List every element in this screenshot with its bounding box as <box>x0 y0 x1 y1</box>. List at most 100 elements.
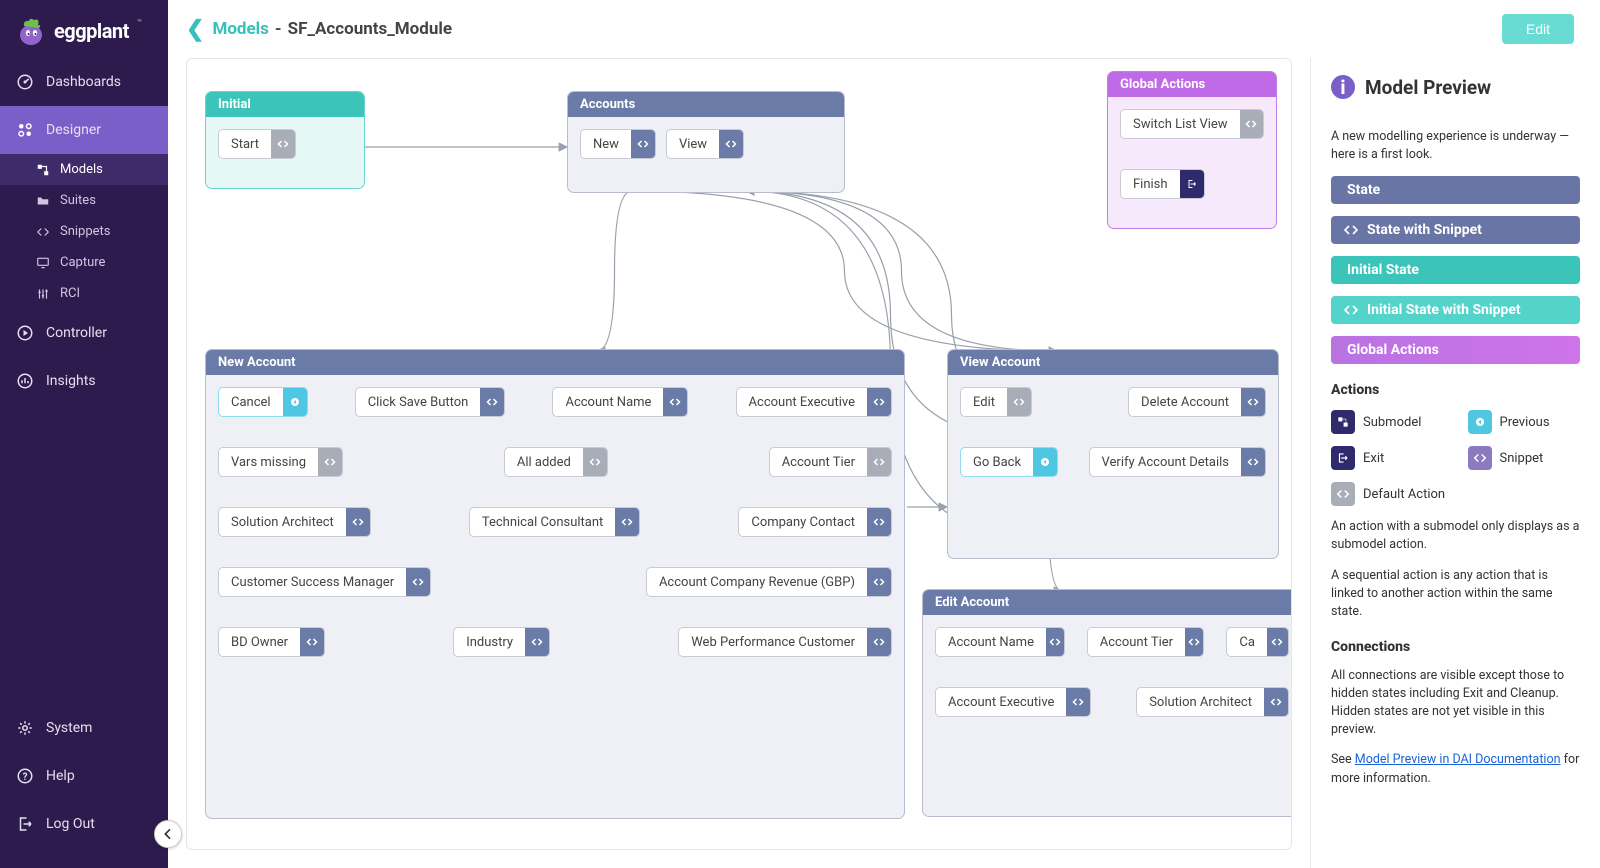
state-body: Account Name Account Tier Ca Account Execut… <box>923 615 1292 729</box>
play-icon <box>16 324 34 342</box>
action-type-icon <box>867 628 891 656</box>
legend-state: State <box>1331 176 1580 204</box>
action-pill[interactable]: Solution Architect <box>1136 687 1289 717</box>
action-pill[interactable]: Account Executive <box>935 687 1091 717</box>
action-type-icon <box>1007 388 1031 416</box>
nav-designer[interactable]: Designer <box>0 106 168 154</box>
designer-icon <box>16 121 34 139</box>
state-global[interactable]: Global Actions Switch List View Finish <box>1107 71 1277 229</box>
legend-state-snippet: State with Snippet <box>1331 216 1580 244</box>
state-header: Global Actions <box>1108 72 1276 97</box>
legend-initial: Initial State <box>1331 256 1580 284</box>
back-button[interactable]: ❮ <box>186 17 204 42</box>
nav-controller[interactable]: Controller <box>0 309 168 357</box>
action-pill[interactable]: Account Executive <box>736 387 892 417</box>
action-pill[interactable]: Account Name <box>552 387 688 417</box>
action-pill[interactable]: Delete Account <box>1128 387 1266 417</box>
action-pill[interactable]: Technical Consultant <box>469 507 640 537</box>
action-pill[interactable]: Vars missing <box>218 447 343 477</box>
nav-label: Controller <box>46 325 107 341</box>
edit-button[interactable]: Edit <box>1502 14 1574 44</box>
action-pill[interactable]: Cancel <box>218 387 308 417</box>
nav-system[interactable]: System <box>0 704 168 752</box>
action-pill[interactable]: Customer Success Manager <box>218 567 431 597</box>
connections-body: All connections are visible except those… <box>1331 667 1580 740</box>
action-type-icon <box>867 448 891 476</box>
legend-default: Default Action <box>1331 482 1580 506</box>
action-label: Industry <box>454 635 525 650</box>
gear-icon <box>16 719 34 737</box>
action-pill[interactable]: All added <box>504 447 608 477</box>
breadcrumb-sep: - <box>275 19 282 39</box>
action-label: Vars missing <box>219 455 318 470</box>
diagram-icon <box>36 163 50 177</box>
docs-link[interactable]: Model Preview in DAI Documentation <box>1355 752 1561 767</box>
action-pill[interactable]: Click Save Button <box>355 387 506 417</box>
action-label: Edit <box>961 395 1007 410</box>
gauge-icon <box>16 73 34 91</box>
action-type-icon <box>867 508 891 536</box>
action-pill[interactable]: Finish <box>1120 169 1205 199</box>
legend-snippet: Snippet <box>1468 446 1581 470</box>
preview-note2: A sequential action is any action that i… <box>1331 567 1580 621</box>
state-viewAccount[interactable]: View AccountEditDelete AccountGo BackVer… <box>947 349 1279 559</box>
sidebar-collapse-button[interactable] <box>154 820 182 848</box>
state-initial[interactable]: InitialStart <box>205 91 365 189</box>
code-icon <box>1343 302 1359 318</box>
legend-exit: Exit <box>1331 446 1444 470</box>
state-newAccount[interactable]: New AccountCancelClick Save ButtonAccoun… <box>205 349 905 819</box>
action-pill[interactable]: Verify Account Details <box>1089 447 1266 477</box>
action-type-icon <box>300 628 324 656</box>
logout-icon <box>16 815 34 833</box>
nav-dashboards[interactable]: Dashboards <box>0 58 168 106</box>
nav-insights[interactable]: Insights <box>0 357 168 405</box>
action-pill[interactable]: Solution Architect <box>218 507 371 537</box>
preview-title: Model Preview <box>1365 76 1491 99</box>
model-canvas[interactable]: InitialStartAccountsNewViewGlobal Action… <box>186 58 1292 850</box>
action-pill[interactable]: Switch List View <box>1120 109 1264 139</box>
breadcrumb-models[interactable]: Models <box>212 19 268 39</box>
previous-icon <box>1468 410 1492 434</box>
nav-sub-capture[interactable]: Capture <box>0 247 168 278</box>
action-pill[interactable]: Edit <box>960 387 1032 417</box>
nav-label: Insights <box>46 373 96 389</box>
nav-label: Designer <box>46 122 101 138</box>
nav-help[interactable]: ? Help <box>0 752 168 800</box>
action-pill[interactable]: Company Contact <box>738 507 892 537</box>
state-editAccount[interactable]: Edit AccountAccount NameAccount TierCaAc… <box>922 589 1292 817</box>
default-icon <box>1331 482 1355 506</box>
action-type-icon <box>583 448 607 476</box>
state-body: Switch List View Finish <box>1108 97 1276 211</box>
action-pill[interactable]: Industry <box>453 627 550 657</box>
action-pill[interactable]: Ca <box>1226 627 1289 657</box>
nav-sub-snippets[interactable]: Snippets <box>0 216 168 247</box>
action-pill[interactable]: Web Performance Customer <box>678 627 892 657</box>
state-accounts[interactable]: AccountsNewView <box>567 91 845 193</box>
action-type-icon <box>1264 688 1288 716</box>
action-label: New <box>581 137 631 152</box>
action-pill[interactable]: Go Back <box>960 447 1058 477</box>
nav-sub-rci[interactable]: RCI <box>0 278 168 309</box>
action-pill[interactable]: Account Company Revenue (GBP) <box>646 567 892 597</box>
action-pill[interactable]: Account Name <box>935 627 1065 657</box>
action-pill[interactable]: New <box>580 129 656 159</box>
action-label: Customer Success Manager <box>219 575 406 590</box>
action-label: BD Owner <box>219 635 300 650</box>
action-label: All added <box>505 455 583 470</box>
action-pill[interactable]: Start <box>218 129 296 159</box>
action-type-icon <box>1240 110 1263 138</box>
action-pill[interactable]: BD Owner <box>218 627 325 657</box>
action-pill[interactable]: View <box>666 129 744 159</box>
action-label: Company Contact <box>739 515 867 530</box>
action-type-icon <box>1046 628 1064 656</box>
action-type-icon <box>1241 388 1265 416</box>
info-icon: i <box>1331 75 1355 99</box>
nav-sub-suites[interactable]: Suites <box>0 185 168 216</box>
action-pill[interactable]: Account Tier <box>769 447 892 477</box>
logo: eggplant ™ <box>0 0 168 58</box>
nav-sub-models[interactable]: Models <box>0 154 168 185</box>
action-pill[interactable]: Account Tier <box>1087 627 1205 657</box>
nav-logout[interactable]: Log Out <box>0 800 168 848</box>
action-type-icon <box>283 388 307 416</box>
action-label: Switch List View <box>1121 117 1240 132</box>
